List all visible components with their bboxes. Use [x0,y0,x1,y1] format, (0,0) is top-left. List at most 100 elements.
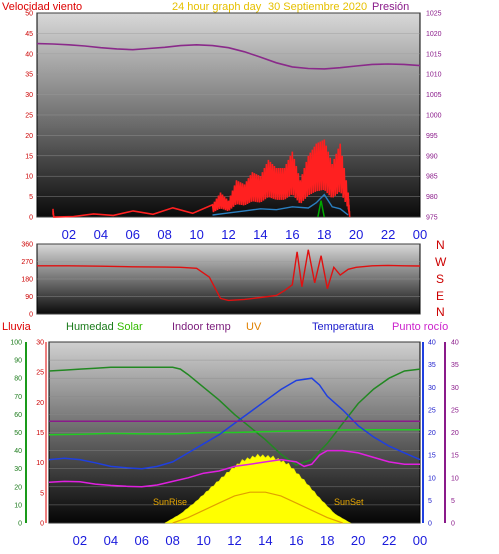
compass-e: E [436,289,444,303]
pressure-tick-1000: 1000 [426,113,442,120]
pressure-tick-1020: 1020 [426,31,442,38]
legend-dewpoint: Punto rocío [392,321,448,333]
dewpoint-series-line [48,449,420,488]
humidity-tick-100: 100 [10,340,22,347]
compass-s: S [436,272,444,286]
legend-humidity: Humedad [66,321,114,333]
pressure-tick-990: 990 [426,153,438,160]
wind-x-axis: 02 04 06 08 10 12 14 16 18 20 22 00 [62,227,428,242]
temp-x-axis: 02 04 06 08 10 12 14 16 18 20 22 00 [73,533,428,548]
compass-n-top: N [436,238,445,252]
temperature-tick-20: 20 [428,430,436,437]
humidity-tick-60: 60 [14,412,22,419]
graph-date: 30 Septiembre 2020 [268,1,367,13]
dewpoint-tick-15: 15 [451,453,459,460]
legend-uv: UV [246,321,262,333]
wind-grid [37,12,420,218]
wind-x-tick-02: 02 [62,227,76,242]
temp-x-tick-22: 22 [382,533,396,548]
wind-speed-tick-40: 40 [25,51,33,58]
solar-area [164,453,352,524]
wind-x-tick-10: 10 [189,227,203,242]
direction-grid [37,243,420,315]
wind-x-tick-06: 06 [126,227,140,242]
direction-axis: 0 90 180 270 360 [21,242,33,319]
temp-x-tick-14: 14 [258,533,272,548]
temperature-tick-0: 0 [428,521,432,528]
wind-speed-tick-0: 0 [29,215,33,222]
wind-x-tick-16: 16 [285,227,299,242]
wind-x-tick-08: 08 [157,227,171,242]
direction-series [37,249,421,302]
dewpoint-tick-10: 10 [451,475,459,482]
wind-speed-tick-25: 25 [25,113,33,120]
rain-tick-10: 10 [36,460,44,467]
pressure-tick-1010: 1010 [426,72,442,79]
temp-x-tick-12: 12 [227,533,241,548]
direction-tick-0: 0 [29,312,33,319]
compass-n-bottom: N [436,305,445,319]
wind-average-series-line [212,193,349,216]
dewpoint-tick-40: 40 [451,340,459,347]
temperature-tick-10: 10 [428,475,436,482]
sunrise-label: SunRise [153,497,187,507]
wind-x-tick-14: 14 [253,227,267,242]
temperature-tick-30: 30 [428,385,436,392]
pressure-tick-1005: 1005 [426,92,442,99]
sunset-label: SunSet [334,497,364,507]
humidity-tick-80: 80 [14,376,22,383]
wind-x-tick-22: 22 [381,227,395,242]
pressure-tick-1025: 1025 [426,11,442,18]
temp-x-tick-02: 02 [73,533,87,548]
pressure-tick-995: 995 [426,133,438,140]
legend-indoor: Indoor temp [172,321,231,333]
pressure-tick-1015: 1015 [426,51,442,58]
pressure-tick-975: 975 [426,215,438,222]
temperature-tick-35: 35 [428,362,436,369]
humidity-tick-10: 10 [14,502,22,509]
wind-x-tick-12: 12 [221,227,235,242]
dewpoint-tick-25: 25 [451,407,459,414]
temp-x-tick-18: 18 [320,533,334,548]
humidity-tick-20: 20 [14,484,22,491]
temperature-tick-5: 5 [428,498,432,505]
direction-tick-180: 180 [21,277,33,284]
wind-speed-tick-35: 35 [25,72,33,79]
temperature-tick-15: 15 [428,453,436,460]
dewpoint-tick-5: 5 [451,498,455,505]
wind-x-tick-00: 00 [413,227,427,242]
wind-speed-tick-15: 15 [25,153,33,160]
humidity-tick-90: 90 [14,358,22,365]
temperature-tick-25: 25 [428,407,436,414]
wind-speed-tick-30: 30 [25,92,33,99]
indoor-temp-series-line [48,429,420,436]
legend-solar: Solar [117,321,143,333]
dewpoint-tick-30: 30 [451,385,459,392]
compass-w: W [435,255,447,269]
gust-series-line [52,139,351,218]
wind-speed-tick-10: 10 [25,174,33,181]
rain-tick-30: 30 [36,340,44,347]
pressure-title: Presión [372,1,409,13]
wind-speed-tick-45: 45 [25,31,33,38]
rain-tick-0: 0 [40,521,44,528]
temp-x-tick-04: 04 [104,533,118,548]
humidity-series-line [48,366,421,466]
pressure-axis: 975 980 985 990 995 1000 1005 1010 1015 1020 1025 [426,11,442,222]
rain-tick-25: 25 [36,370,44,377]
temp-series [48,366,421,524]
humidity-tick-70: 70 [14,394,22,401]
legend-temperature: Temperatura [312,321,375,333]
wind-series [36,42,421,218]
compass-labels: N W S E N [435,238,447,319]
pressure-tick-985: 985 [426,174,438,181]
temp-x-tick-10: 10 [196,533,210,548]
direction-series-line [37,249,421,302]
direction-tick-90: 90 [25,294,33,301]
temp-x-tick-20: 20 [351,533,365,548]
wind-x-tick-20: 20 [349,227,363,242]
temp-axes: 0510152025300102030405060708090100051015… [10,340,459,528]
temperature-series-line [48,377,421,470]
direction-tick-360: 360 [21,242,33,249]
